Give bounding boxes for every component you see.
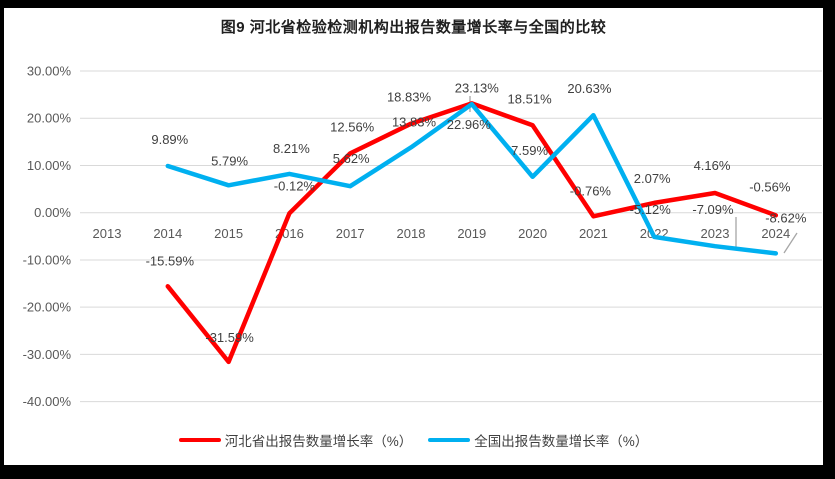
y-tick-label: -20.00% — [23, 300, 72, 315]
chart-title: 图9 河北省检验检测机构出报告数量增长率与全国的比较 — [220, 19, 607, 36]
data-label: 9.89% — [151, 132, 188, 147]
x-tick-label: 2018 — [397, 226, 426, 241]
data-label: 7.59% — [511, 143, 548, 158]
data-label: 4.16% — [694, 158, 731, 173]
x-tick-label: 2014 — [153, 226, 182, 241]
x-tick-label: 2019 — [457, 226, 486, 241]
y-tick-label: 10.00% — [27, 158, 72, 173]
data-label-leader-line — [783, 232, 798, 254]
chart-legend: 河北省出报告数量增长率（%） 全国出报告数量增长率（%） — [4, 430, 823, 450]
data-label: 8.21% — [273, 141, 310, 156]
x-tick-label: 2015 — [214, 226, 243, 241]
x-tick-label: 2023 — [701, 226, 730, 241]
y-tick-label: -30.00% — [23, 347, 72, 362]
data-label: -31.59% — [205, 330, 254, 345]
data-label: 20.63% — [567, 81, 612, 96]
x-tick-label: 2020 — [518, 226, 547, 241]
data-label: 2.07% — [634, 171, 671, 186]
y-tick-label: 30.00% — [27, 63, 72, 78]
data-label: 5.62% — [333, 151, 370, 166]
data-label: -8.62% — [765, 210, 807, 225]
x-tick-label: 2024 — [761, 226, 790, 241]
y-tick-label: 0.00% — [34, 205, 71, 220]
legend-item-national: 全国出报告数量增长率（%） — [428, 430, 648, 450]
data-label: -0.12% — [274, 178, 316, 193]
data-label: 18.51% — [508, 91, 553, 106]
data-label: -0.56% — [749, 179, 791, 194]
x-tick-label: 2013 — [93, 226, 122, 241]
y-tick-label: -40.00% — [23, 394, 72, 409]
national-series-line — [165, 101, 779, 256]
data-label: 23.13% — [455, 80, 500, 95]
data-label: 13.83% — [392, 114, 437, 129]
y-tick-label: -10.00% — [23, 252, 72, 267]
data-label: -15.59% — [146, 253, 195, 268]
data-label: -0.76% — [570, 183, 612, 198]
data-label: 12.56% — [330, 119, 375, 134]
y-tick-label: 20.00% — [27, 111, 72, 126]
data-label: 5.79% — [211, 153, 248, 168]
legend-item-hebei: 河北省出报告数量增长率（%） — [178, 430, 413, 450]
x-tick-label: 2021 — [579, 226, 608, 241]
legend-label-hebei: 河北省出报告数量增长率（%） — [224, 434, 413, 449]
x-tick-label: 2017 — [336, 226, 365, 241]
data-label: -5.12% — [630, 202, 672, 217]
data-label: 18.83% — [387, 90, 432, 105]
hebei-line-swatch-icon — [178, 438, 221, 442]
national-line-swatch-icon — [428, 438, 471, 442]
data-label: 22.96% — [447, 117, 492, 132]
chart-panel — [4, 8, 823, 465]
data-label: -7.09% — [692, 202, 734, 217]
legend-label-national: 全国出报告数量增长率（%） — [474, 434, 649, 449]
